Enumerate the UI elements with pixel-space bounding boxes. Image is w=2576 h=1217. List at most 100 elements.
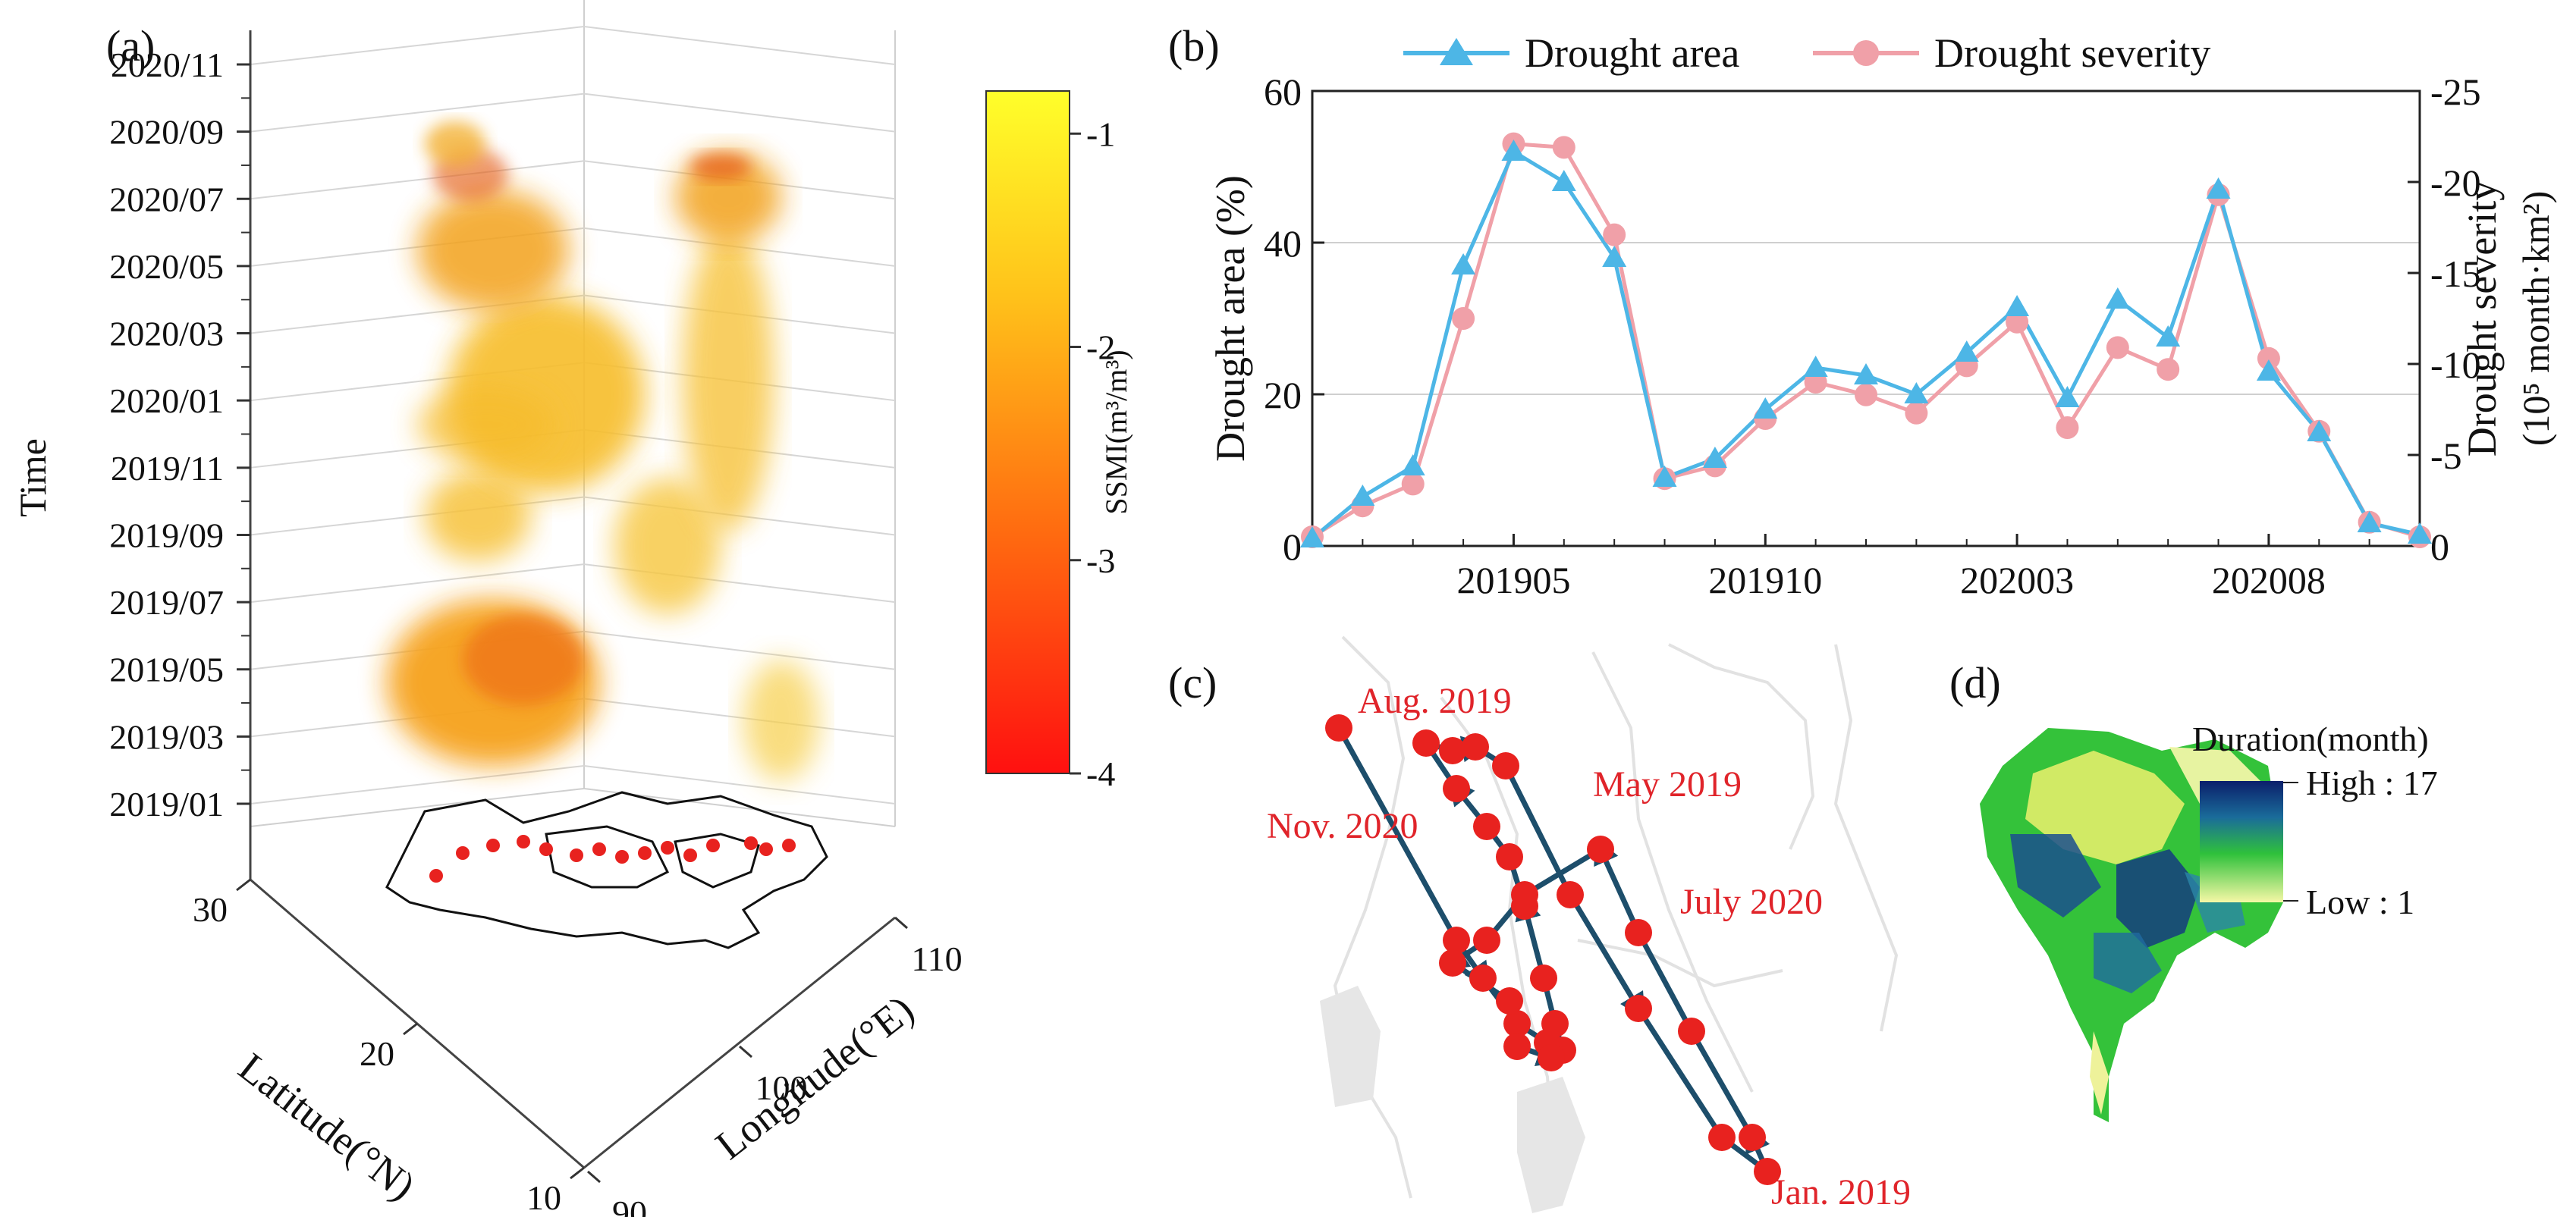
panel-c-annotations: Aug. 2019 May 2019 Nov. 2020 July 2020 J… [1267,681,1911,1212]
track-point [1412,729,1440,757]
severity-point [2006,310,2029,334]
time-ticks: 2019/01 2019/03 2019/05 2019/07 2019/09 2019/… [109,45,250,823]
area-point [1904,382,1929,403]
centroid-dot [706,839,720,852]
centroid-dot [661,841,674,855]
track-segment [1689,1030,1755,1139]
track-point [1587,836,1614,863]
time-tick-label: 2020/05 [109,247,224,286]
panel-c-coastline [1320,986,1585,1213]
latitude-axis-label: Latitude(°N) [231,1044,424,1209]
x-tick-label: 202003 [1960,559,2074,601]
area-point [1400,454,1425,475]
severity-point [1603,223,1626,246]
track-point [1492,752,1519,779]
track-point [1473,813,1500,840]
area-point [1753,397,1778,419]
ssmi-colorbar-label: SSMI(m³/m³) [1099,350,1133,514]
base-map-outline [385,791,828,949]
area-point [1501,140,1526,161]
severity-line [1311,141,2420,539]
track-segment [1336,726,1459,942]
lat-tick-label: 10 [526,1178,561,1217]
time-grid-left [250,26,585,65]
left-y-axis-label: Drought area (%) [1208,175,1253,462]
centroid-dot [683,848,697,862]
latitude-ticks: 30 20 10 [193,878,585,1217]
centroid-dot [517,835,530,848]
area-point [1652,466,1677,487]
centroid-dot [570,848,583,862]
area-point [1854,363,1878,384]
time-tick-label: 2019/01 [109,785,224,823]
legend-drought-severity: Drought severity [1934,30,2210,76]
x-tick-label: 201905 [1456,559,1570,601]
panel-b: (b) Drought area Drought severity 0 20 40 6… [1168,21,2557,601]
track-point [1625,919,1652,946]
y-tick-label: 20 [1264,374,1302,416]
ssmi-voxel-cloud [387,121,819,781]
lat-tick-label: 30 [193,890,228,929]
track-point [1503,1033,1531,1060]
area-point [1300,526,1324,547]
centroid-dot [759,842,773,856]
time-grid-left [250,496,585,536]
panel-c: (c) Aug. 2019 May 2019 Nov. 2020 July 20… [1168,635,1911,1213]
time-grid-left [250,563,585,604]
time-grid-left [250,765,585,805]
centroid-dot [592,842,606,856]
area-point [1602,246,1627,267]
legend-triangle-marker [1440,38,1473,65]
track-point [1439,949,1466,977]
legend-drought-area: Drought area [1525,30,1739,76]
time-tick-label: 2019/09 [109,516,224,554]
track-segment [1636,1007,1724,1139]
y-tick-label: 0 [1283,525,1302,568]
panel-d: (d) Duration(month) High : 17 Low : 1 [1949,658,2438,1122]
severity-point [1452,307,1475,330]
right-y-axis-label: Drought severity [2459,180,2505,456]
y2-tick-label: -20 [2430,162,2481,204]
track-point [1462,733,1489,761]
x-tick-label: 201910 [1708,559,1822,601]
panel-c-label: (c) [1168,658,1217,707]
area-point [1803,356,1828,377]
severity-point [2157,358,2180,381]
centroid-dot [456,846,470,860]
track-segment [1523,846,1602,898]
panel-a-label: (a) [106,21,155,71]
area-point [2408,522,2432,544]
time-grid-right [583,630,896,670]
lat-tick [403,1022,418,1036]
area-point [1451,253,1476,274]
severity-point [1552,136,1575,159]
legend-circle-marker [1853,40,1879,66]
severity-point [1855,383,1877,406]
panel-b-series [1300,132,2432,548]
time-tick-label: 2020/09 [109,113,224,152]
track-point [1557,881,1584,908]
track-point [1708,1124,1736,1151]
time-grid-right [583,93,896,133]
track-segment [1567,893,1646,1021]
track-point [1754,1158,1781,1185]
area-point [2156,325,2181,347]
centroid-dot [638,846,652,860]
annotation-may-2019: May 2019 [1593,764,1742,805]
y-tick-label: 40 [1264,222,1302,265]
track-point [1511,881,1538,908]
area-point [2307,420,2332,441]
ssmi-colorbar-ticks: -1 -2 -3 -4 [1070,114,1115,793]
area-point [2055,386,2080,407]
right-y-axis-unit: (10⁵ month·km²) [2515,191,2557,447]
annotation-july-2020: July 2020 [1680,882,1823,922]
area-point [2357,511,2382,532]
track-point [1530,965,1557,992]
duration-legend-low: Low : 1 [2306,883,2414,921]
right-y-ticks: 0 -5 -10 -15 -20 -25 [2408,71,2481,568]
left-y-ticks: 0 20 40 60 [1264,71,1324,568]
track-point [1739,1124,1766,1151]
drought-center-points [1325,714,1781,1185]
time-axis-label: Time [11,438,54,517]
annotation-jan-2019: Jan. 2019 [1771,1172,1911,1212]
